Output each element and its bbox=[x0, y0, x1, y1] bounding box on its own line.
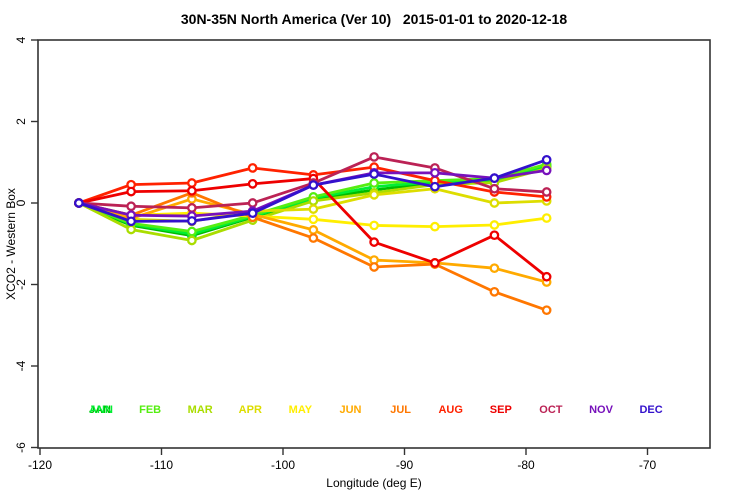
legend-label-nov: NOV bbox=[589, 404, 614, 416]
legend-label-oct: OCT bbox=[539, 404, 563, 416]
data-point bbox=[126, 201, 136, 212]
x-tick-label: -100 bbox=[271, 458, 295, 472]
data-point bbox=[74, 198, 84, 208]
legend-label-jan: JAN bbox=[89, 404, 111, 416]
data-point bbox=[308, 214, 319, 225]
axes: -120 -110 -100 -90 -80 -70 -6 -4 -2 0 2 4 bbox=[14, 36, 711, 472]
legend-label-aug: AUG bbox=[438, 404, 462, 416]
data-point bbox=[489, 286, 500, 297]
x-axis-label: Longitude (deg E) bbox=[326, 476, 421, 490]
x-tick-label: -90 bbox=[396, 458, 414, 472]
data-point bbox=[369, 178, 379, 188]
legend-label-ann: ANN bbox=[89, 404, 113, 416]
data-point bbox=[247, 163, 258, 173]
data-point bbox=[430, 258, 440, 268]
data-point bbox=[187, 216, 197, 226]
legend-label-apr: APR bbox=[239, 404, 262, 416]
data-point bbox=[541, 187, 552, 197]
data-point bbox=[369, 152, 379, 162]
series-dec bbox=[74, 154, 552, 227]
x-tick-label: -80 bbox=[517, 458, 535, 472]
data-point bbox=[369, 237, 379, 247]
y-tick-label: -6 bbox=[14, 442, 28, 453]
legend-label-feb: FEB bbox=[139, 404, 161, 416]
data-point bbox=[247, 198, 258, 208]
data-point bbox=[430, 181, 440, 192]
y-tick-label: -2 bbox=[14, 279, 28, 290]
y-tick-label: 4 bbox=[14, 36, 28, 43]
data-point bbox=[369, 190, 379, 200]
data-point bbox=[541, 213, 552, 223]
data-point bbox=[126, 224, 136, 235]
data-point bbox=[308, 225, 319, 235]
data-point bbox=[541, 165, 552, 176]
data-point bbox=[541, 154, 552, 165]
data-point bbox=[489, 183, 500, 194]
data-point bbox=[489, 173, 500, 183]
data-point bbox=[430, 221, 440, 232]
data-point bbox=[126, 216, 136, 227]
x-tick-label: -110 bbox=[150, 458, 173, 472]
data-point bbox=[187, 226, 197, 237]
data-point bbox=[369, 262, 379, 272]
legend-label-dec: DEC bbox=[639, 404, 662, 416]
y-tick-label: 0 bbox=[14, 199, 28, 206]
data-point bbox=[187, 235, 197, 246]
data-point bbox=[308, 204, 319, 214]
data-point bbox=[126, 186, 136, 197]
data-point bbox=[369, 220, 379, 231]
data-point bbox=[308, 233, 319, 243]
x-tick-label: -120 bbox=[28, 458, 52, 472]
data-point bbox=[187, 203, 197, 213]
legend-label-sep: SEP bbox=[490, 404, 512, 416]
data-point bbox=[247, 178, 258, 189]
legend-label-jul: JUL bbox=[390, 404, 411, 416]
legend-label-mar: MAR bbox=[188, 404, 213, 416]
data-point bbox=[430, 167, 440, 178]
legend-label-may: MAY bbox=[289, 404, 313, 416]
data-point bbox=[489, 198, 500, 208]
y-tick-label: -4 bbox=[14, 360, 28, 371]
data-point bbox=[489, 263, 500, 274]
data-point bbox=[308, 180, 319, 190]
data-point bbox=[187, 185, 197, 196]
data-series bbox=[74, 152, 552, 316]
chart-title: 30N-35N North America (Ver 10) 2015-01-0… bbox=[181, 11, 567, 27]
legend-label-jun: JUN bbox=[339, 404, 361, 416]
data-point bbox=[308, 196, 319, 206]
x-tick-label: -70 bbox=[639, 458, 657, 472]
y-tick-label: 2 bbox=[14, 118, 28, 125]
data-point bbox=[489, 220, 500, 230]
y-axis-label: XCO2 - Western Box bbox=[4, 188, 18, 300]
data-point bbox=[369, 169, 379, 179]
data-point bbox=[489, 230, 500, 241]
data-point bbox=[247, 208, 258, 219]
data-point bbox=[541, 271, 552, 282]
data-point bbox=[541, 305, 552, 316]
data-point bbox=[187, 178, 197, 188]
